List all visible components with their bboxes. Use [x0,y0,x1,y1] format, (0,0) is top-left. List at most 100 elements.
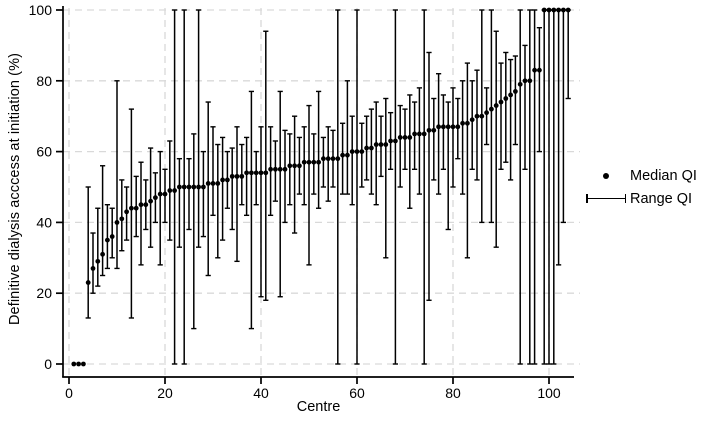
median-dot [426,127,432,133]
median-dot [345,152,350,158]
median-dot [143,202,149,208]
median-dot [450,124,456,130]
median-dot [532,67,537,73]
x-tick-label: 80 [445,385,461,401]
median-dot [167,188,173,193]
median-dot [258,170,264,176]
median-dot [393,138,398,144]
median-dot [455,124,461,130]
median-dot [359,149,365,155]
median-dot [503,96,509,101]
median-dot [325,156,331,162]
median-dot [301,159,307,165]
median-dot [508,92,513,98]
median-dot [537,67,542,73]
median-dot [407,135,413,140]
median-dot [201,184,206,190]
median-dot [133,205,139,211]
median-dot [417,131,422,137]
median-dot [441,124,446,130]
median-dot [234,173,240,179]
median-dot [354,149,360,155]
median-dot [239,173,245,179]
median-dot [349,149,355,155]
median-dot [474,113,480,119]
median-dot [196,184,202,190]
median-dot [76,361,81,367]
median-dot [220,177,226,183]
y-tick-label: 80 [36,73,52,89]
median-dot [493,103,499,108]
median-dot [148,198,154,204]
x-tick-label: 40 [253,385,269,401]
y-tick-label: 0 [44,356,52,372]
median-dot [556,7,561,13]
median-dot [527,78,533,84]
range-bar-icon [584,191,630,207]
median-dot [565,7,571,13]
median-dot [292,163,297,169]
legend-range-label: Range QI [630,190,693,207]
median-dot [383,142,389,147]
median-dot [517,81,523,87]
median-dot [85,280,91,285]
median-dot [551,7,557,13]
median-dot [412,131,417,137]
median-dot [124,209,129,215]
median-dot [369,145,374,151]
legend-median-label: Median QI [630,167,697,184]
median-dot [311,159,317,165]
median-dot [460,120,465,126]
median-dot [340,152,345,158]
median-dot [522,78,528,84]
median-dot [157,191,163,197]
median-dot [229,173,235,179]
legend: Median QI Range QI [584,164,709,210]
median-dot [287,163,293,169]
median-dot [498,99,504,105]
median-dot [421,131,427,137]
median-dot [364,145,369,151]
median-dot [90,266,96,271]
median-dot [484,110,489,116]
x-axis-title: Centre [296,399,341,415]
median-dot [321,156,326,162]
legend-item-range: Range QI [584,187,709,210]
median-dot [546,7,552,13]
median-dot [81,361,86,367]
median-dot [469,117,475,123]
median-dot [335,156,341,162]
median-dot [253,170,259,176]
median-dot [215,181,221,186]
median-dot [225,177,230,183]
median-dot [71,361,77,367]
median-dot [244,170,250,176]
median-dot [489,106,494,112]
y-tick-label: 100 [29,2,53,18]
median-dot [297,163,302,169]
median-dot [95,258,101,264]
median-dot [186,184,192,190]
x-tick-label: 20 [157,385,173,401]
median-dot [465,120,470,126]
median-dot [205,181,211,186]
median-dot [436,124,441,130]
x-tick-label: 0 [65,385,73,401]
median-dot [181,184,187,190]
median-dot [479,113,485,119]
median-dot [273,166,278,172]
median-dot [282,166,288,172]
median-dot [114,220,120,225]
median-dot [330,156,336,162]
median-dot [316,159,321,165]
x-tick-label: 100 [537,385,561,401]
median-dot [513,89,518,94]
median-dot [172,188,178,193]
x-tick-label: 60 [349,385,365,401]
median-dot [445,124,451,130]
median-dot [402,135,408,140]
median-dot [277,166,283,172]
median-dot [373,142,379,147]
